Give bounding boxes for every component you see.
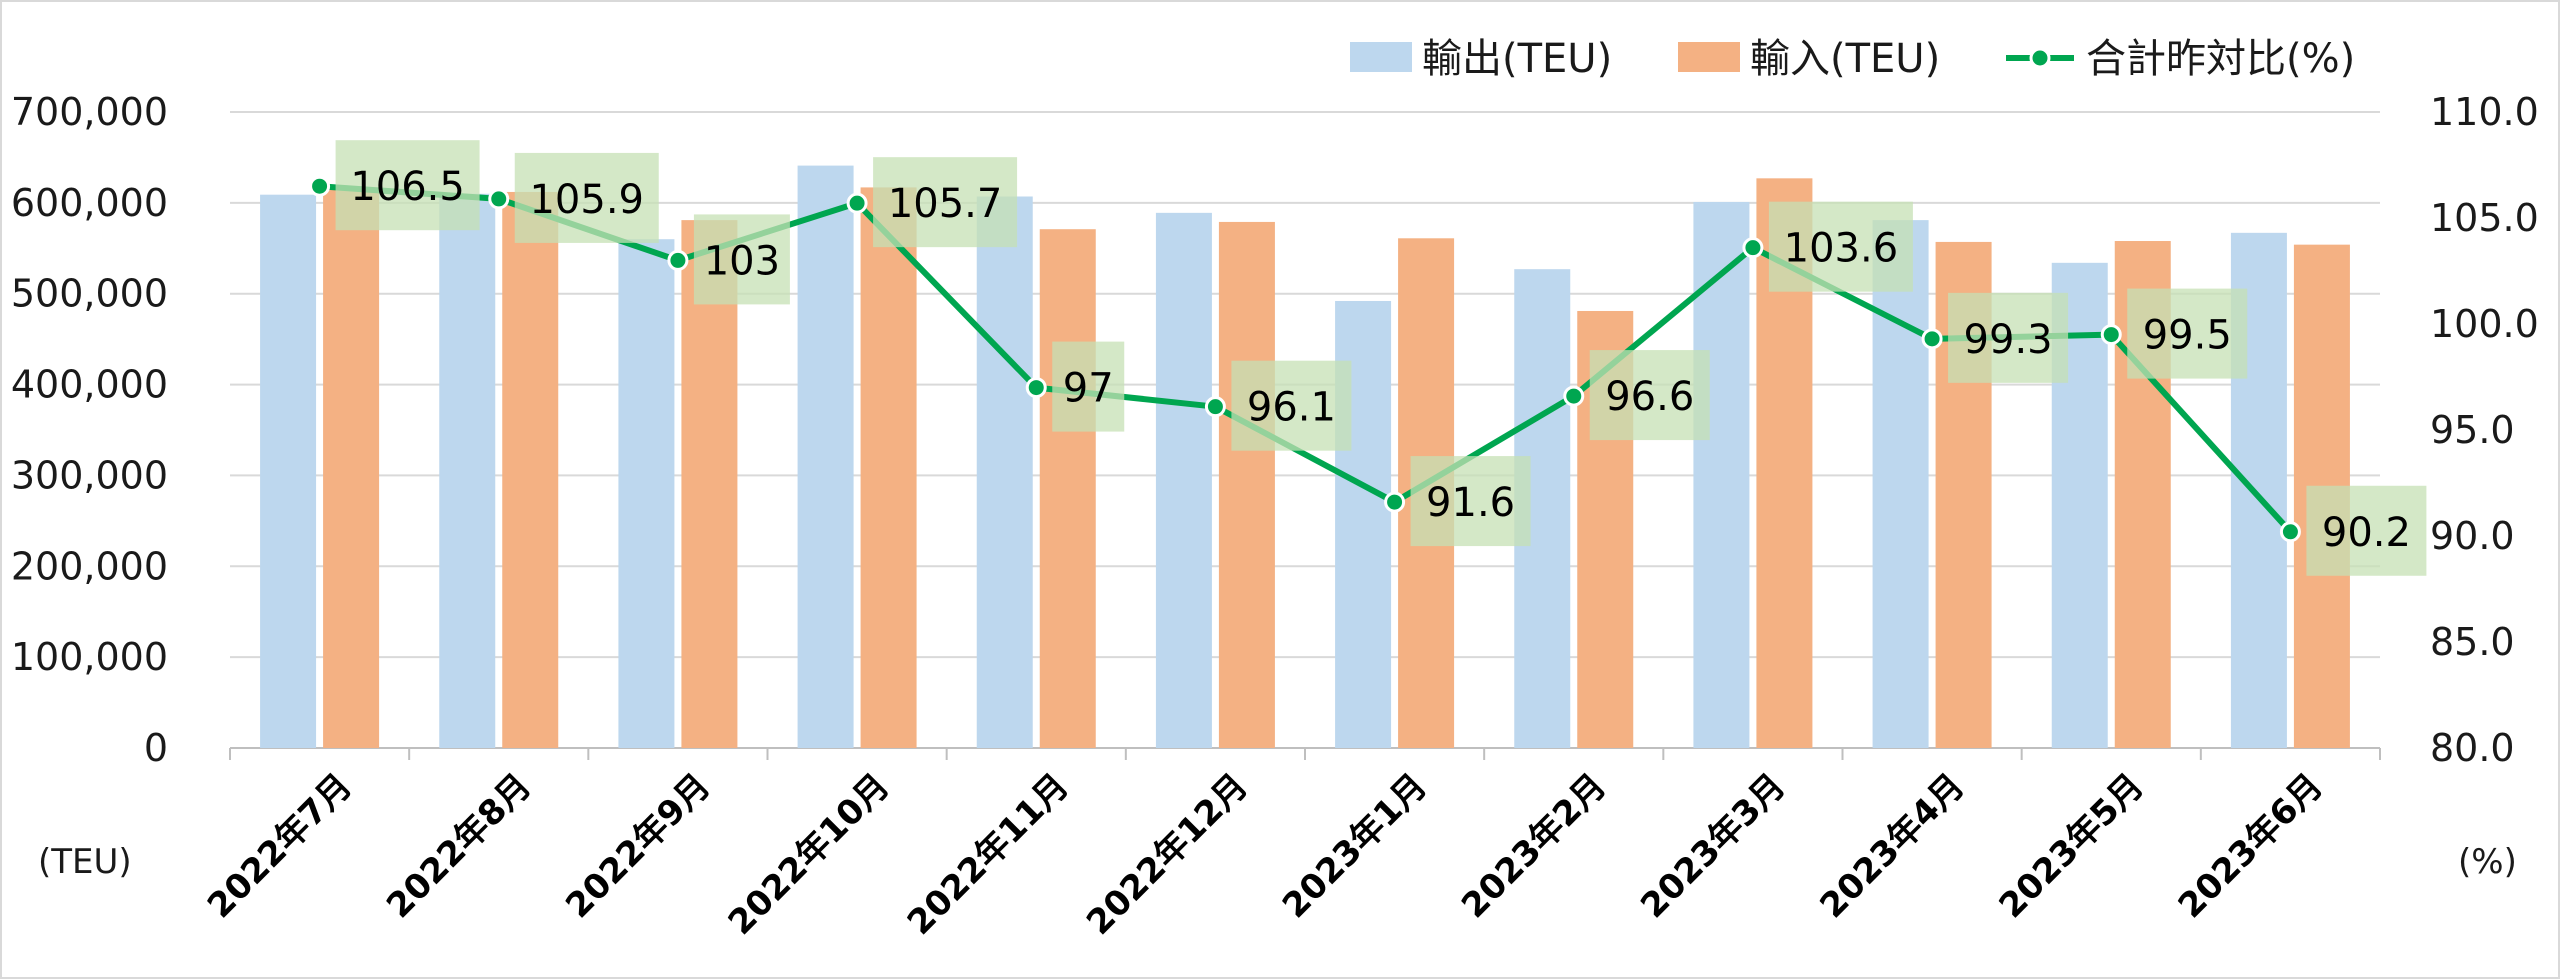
x-category-label: 2022年12月 — [1079, 766, 1256, 943]
y-left-tick-label: 100,000 — [11, 635, 168, 679]
ratio-point — [669, 251, 687, 269]
bar-export — [618, 239, 674, 748]
data-label: 96.6 — [1605, 374, 1694, 420]
legend-swatch-import — [1678, 42, 1740, 72]
ratio-point — [1206, 398, 1224, 416]
data-label: 103.6 — [1784, 226, 1899, 272]
y-right-tick-label: 90.0 — [2430, 514, 2515, 558]
x-category-label: 2023年4月 — [1812, 766, 1972, 926]
x-category-label: 2023年6月 — [2171, 766, 2331, 926]
legend-line-marker — [2031, 49, 2049, 67]
bar-export — [1156, 213, 1212, 748]
y-right-tick-label: 100.0 — [2430, 302, 2539, 346]
y-right-tick-label: 80.0 — [2430, 726, 2515, 770]
data-label: 90.2 — [2322, 510, 2411, 556]
x-category-label: 2023年2月 — [1454, 766, 1614, 926]
y-left-tick-label: 300,000 — [11, 453, 168, 497]
y-left-unit: (TEU) — [38, 842, 132, 882]
y-left-tick-label: 200,000 — [11, 544, 168, 588]
x-category-label: 2023年1月 — [1275, 766, 1435, 926]
y-left-tick-label: 400,000 — [11, 363, 168, 407]
y-left-tick-label: 0 — [144, 726, 168, 770]
legend-label: 輸出(TEU) — [1422, 36, 1612, 82]
ratio-point — [1565, 387, 1583, 405]
data-label: 99.3 — [1964, 317, 2053, 363]
data-label: 96.1 — [1247, 385, 1336, 431]
y-right-tick-label: 105.0 — [2430, 196, 2539, 240]
data-label: 97 — [1063, 366, 1114, 412]
ratio-point — [1923, 330, 1941, 348]
data-label: 106.5 — [350, 164, 465, 210]
y-left-tick-label: 600,000 — [11, 181, 168, 225]
data-label: 99.5 — [2143, 313, 2232, 359]
legend-swatch-export — [1350, 42, 1412, 72]
bar-export — [439, 194, 495, 748]
x-category-label: 2022年8月 — [379, 766, 539, 926]
bar-import — [502, 192, 558, 748]
bar-export — [798, 166, 854, 748]
ratio-point — [1386, 493, 1404, 511]
bar-import — [1040, 229, 1096, 748]
bar-export — [1693, 202, 1749, 748]
x-category-label: 2022年10月 — [721, 766, 898, 943]
data-label: 105.9 — [529, 177, 644, 223]
x-category-label: 2022年11月 — [900, 766, 1077, 943]
ratio-point — [1744, 239, 1762, 257]
bar-import — [323, 187, 379, 748]
ratio-point — [2102, 326, 2120, 344]
y-right-tick-label: 110.0 — [2430, 90, 2539, 134]
ratio-point — [848, 194, 866, 212]
data-label: 103 — [704, 238, 780, 284]
y-left-tick-label: 500,000 — [11, 272, 168, 316]
legend-label: 合計昨対比(%) — [2086, 36, 2355, 82]
y-right-tick-label: 85.0 — [2430, 620, 2515, 664]
y-right-tick-label: 95.0 — [2430, 408, 2515, 452]
bar-export — [977, 196, 1033, 748]
legend-label: 輸入(TEU) — [1750, 36, 1940, 82]
x-category-label: 2023年5月 — [1992, 766, 2152, 926]
y-left-tick-label: 700,000 — [11, 90, 168, 134]
data-label: 105.7 — [888, 181, 1003, 227]
bar-export — [1873, 220, 1929, 748]
bar-import — [861, 187, 917, 748]
x-category-label: 2023年3月 — [1633, 766, 1793, 926]
ratio-point — [2281, 523, 2299, 541]
x-category-label: 2022年9月 — [558, 766, 718, 926]
ratio-point — [311, 177, 329, 195]
y-right-unit: (%) — [2458, 842, 2517, 882]
bar-export — [260, 195, 316, 748]
ratio-point — [1027, 379, 1045, 397]
ratio-point — [490, 190, 508, 208]
bar-import — [1219, 222, 1275, 748]
data-label: 91.6 — [1426, 480, 1515, 526]
x-category-label: 2022年7月 — [200, 766, 360, 926]
